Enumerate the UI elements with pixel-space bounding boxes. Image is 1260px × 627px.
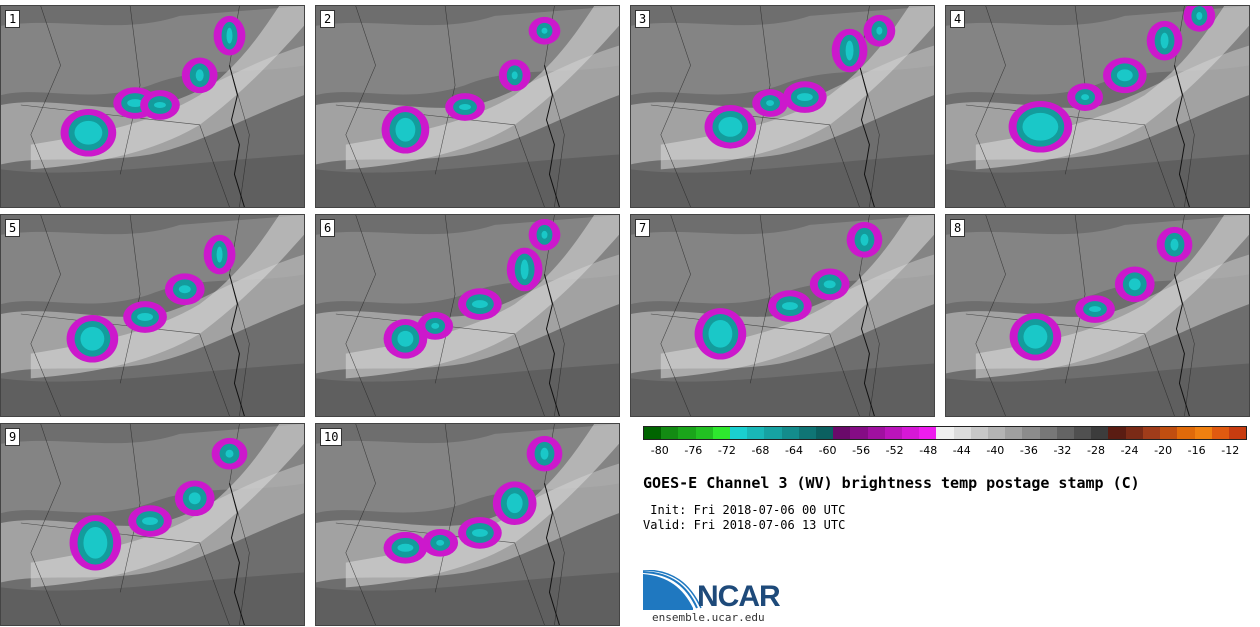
- colorbar-cell: [953, 427, 971, 439]
- colorbar: [643, 426, 1247, 440]
- colorbar-cell: [712, 427, 731, 439]
- panel-number: 2: [320, 10, 336, 28]
- colorbar-tick-labels: -80 -76 -72 -68 -64 -60 -56 -52 -48 -44 -40 -36 -32 -…: [643, 444, 1247, 458]
- panel-number: 4: [950, 10, 966, 28]
- water-vapor-map: [946, 215, 1249, 416]
- ensemble-member-panel: 2: [315, 5, 620, 208]
- ensemble-member-panel: 8: [945, 214, 1250, 417]
- colorbar-tick-label: -44: [952, 444, 971, 457]
- colorbar-cell: [730, 427, 748, 439]
- colorbar-cell: [747, 427, 765, 439]
- panel-number: 1: [5, 10, 21, 28]
- water-vapor-map: [316, 6, 619, 207]
- plot-title: GOES-E Channel 3 (WV) brightness temp po…: [643, 474, 1140, 492]
- colorbar-tick-label: -20: [1154, 444, 1173, 457]
- colorbar-cell: [1108, 427, 1126, 439]
- ensemble-member-panel: 9: [0, 423, 305, 626]
- panel-number: 8: [950, 219, 966, 237]
- panel-number: 9: [5, 428, 21, 446]
- colorbar-cell: [1074, 427, 1092, 439]
- colorbar-cell: [1022, 427, 1040, 439]
- colorbar-cell: [644, 427, 662, 439]
- colorbar-cell: [798, 427, 817, 439]
- panel-number: 6: [320, 219, 336, 237]
- colorbar-tick-label: -76: [684, 444, 703, 457]
- colorbar-cell: [1177, 427, 1195, 439]
- colorbar-cell: [1142, 427, 1161, 439]
- colorbar-tick-label: -40: [986, 444, 1005, 457]
- colorbar-tick-label: -32: [1053, 444, 1072, 457]
- colorbar-cell: [1228, 427, 1247, 439]
- colorbar-cell: [936, 427, 954, 439]
- water-vapor-map: [1, 215, 304, 416]
- colorbar-cell: [661, 427, 679, 439]
- ensemble-member-panel: 1: [0, 5, 305, 208]
- colorbar-tick-label: -16: [1187, 444, 1206, 457]
- colorbar-cell: [902, 427, 920, 439]
- colorbar-cell: [867, 427, 885, 439]
- colorbar-tick-label: -52: [885, 444, 904, 457]
- water-vapor-map: [1, 6, 304, 207]
- ensemble-member-panel: 4: [945, 5, 1250, 208]
- colorbar-tick-label: -12: [1221, 444, 1240, 457]
- colorbar-cell: [1125, 427, 1143, 439]
- logo-url[interactable]: ensemble.ucar.edu: [652, 611, 765, 624]
- colorbar-cell: [833, 427, 851, 439]
- water-vapor-map: [316, 424, 619, 625]
- colorbar-cell: [1211, 427, 1229, 439]
- ensemble-member-panel: 6: [315, 214, 620, 417]
- colorbar-tick-label: -36: [1019, 444, 1038, 457]
- colorbar-cell: [1091, 427, 1109, 439]
- init-time: Init: Fri 2018-07-06 00 UTC: [643, 503, 846, 517]
- colorbar-cell: [884, 427, 903, 439]
- ensemble-member-panel: 5: [0, 214, 305, 417]
- water-vapor-map: [316, 215, 619, 416]
- colorbar-tick-label: -48: [919, 444, 938, 457]
- panel-number: 10: [320, 428, 343, 446]
- ensemble-member-panel: 7: [630, 214, 935, 417]
- colorbar-tick-label: -60: [818, 444, 837, 457]
- colorbar-cell: [678, 427, 696, 439]
- colorbar-cell: [1160, 427, 1178, 439]
- panel-number: 3: [635, 10, 651, 28]
- colorbar-cell: [764, 427, 782, 439]
- ensemble-member-panel: 3: [630, 5, 935, 208]
- colorbar-cell: [781, 427, 799, 439]
- colorbar-cell: [919, 427, 937, 439]
- ncar-logo-icon: [643, 570, 702, 610]
- colorbar-cell: [850, 427, 868, 439]
- colorbar-cell: [988, 427, 1006, 439]
- water-vapor-map: [946, 6, 1249, 207]
- colorbar-tick-label: -24: [1120, 444, 1139, 457]
- colorbar-tick-label: -28: [1087, 444, 1105, 457]
- colorbar-cell: [816, 427, 834, 439]
- panel-number: 5: [5, 219, 21, 237]
- water-vapor-map: [631, 215, 934, 416]
- colorbar-cell: [1056, 427, 1075, 439]
- panel-number: 7: [635, 219, 651, 237]
- colorbar-tick-label: -68: [751, 444, 770, 457]
- colorbar-cell: [695, 427, 713, 439]
- colorbar-tick-label: -56: [852, 444, 871, 457]
- colorbar-cell: [970, 427, 989, 439]
- colorbar-cell: [1194, 427, 1212, 439]
- colorbar-cell: [1005, 427, 1023, 439]
- colorbar-tick-label: -80: [650, 444, 669, 457]
- colorbar-cell: [1039, 427, 1057, 439]
- colorbar-tick-label: -64: [785, 444, 803, 457]
- logo-text: NCAR: [697, 580, 781, 613]
- ensemble-member-panel: 10: [315, 423, 620, 626]
- valid-time: Valid: Fri 2018-07-06 13 UTC: [643, 518, 846, 532]
- water-vapor-map: [631, 6, 934, 207]
- water-vapor-map: [1, 424, 304, 625]
- colorbar-tick-label: -72: [717, 444, 736, 457]
